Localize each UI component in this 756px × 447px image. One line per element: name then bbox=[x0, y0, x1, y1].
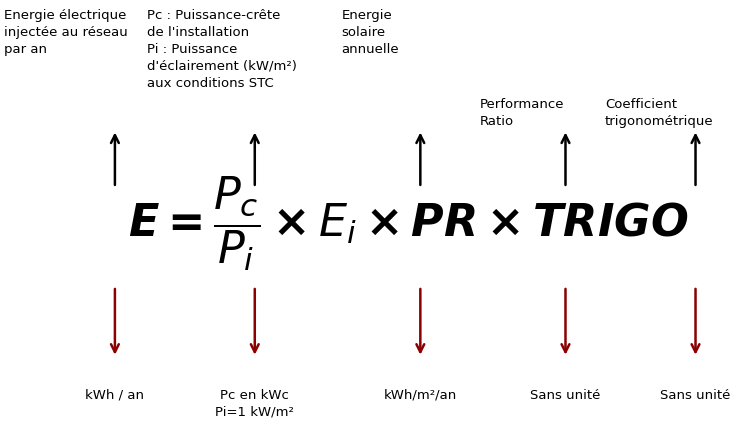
Text: Pc en kWc
Pi=1 kW/m²: Pc en kWc Pi=1 kW/m² bbox=[215, 389, 294, 419]
Text: kWh/m²/an: kWh/m²/an bbox=[384, 389, 457, 402]
Text: Performance
Ratio: Performance Ratio bbox=[480, 98, 565, 128]
Text: Pc : Puissance-crête
de l'installation
Pi : Puissance
d'éclairement (kW/m²)
aux : Pc : Puissance-crête de l'installation P… bbox=[147, 9, 297, 90]
Text: Energie électrique
injectée au réseau
par an: Energie électrique injectée au réseau pa… bbox=[4, 9, 128, 56]
Text: Energie
solaire
annuelle: Energie solaire annuelle bbox=[342, 9, 399, 56]
Text: Coefficient
trigonométrique: Coefficient trigonométrique bbox=[605, 98, 714, 128]
Text: Sans unité: Sans unité bbox=[660, 389, 731, 402]
Text: $\boldsymbol{E = \dfrac{P_c}{P_i} \times E_i \times PR \times TRIGO}$: $\boldsymbol{E = \dfrac{P_c}{P_i} \times… bbox=[128, 174, 689, 273]
Text: Sans unité: Sans unité bbox=[530, 389, 601, 402]
Text: kWh / an: kWh / an bbox=[85, 389, 144, 402]
